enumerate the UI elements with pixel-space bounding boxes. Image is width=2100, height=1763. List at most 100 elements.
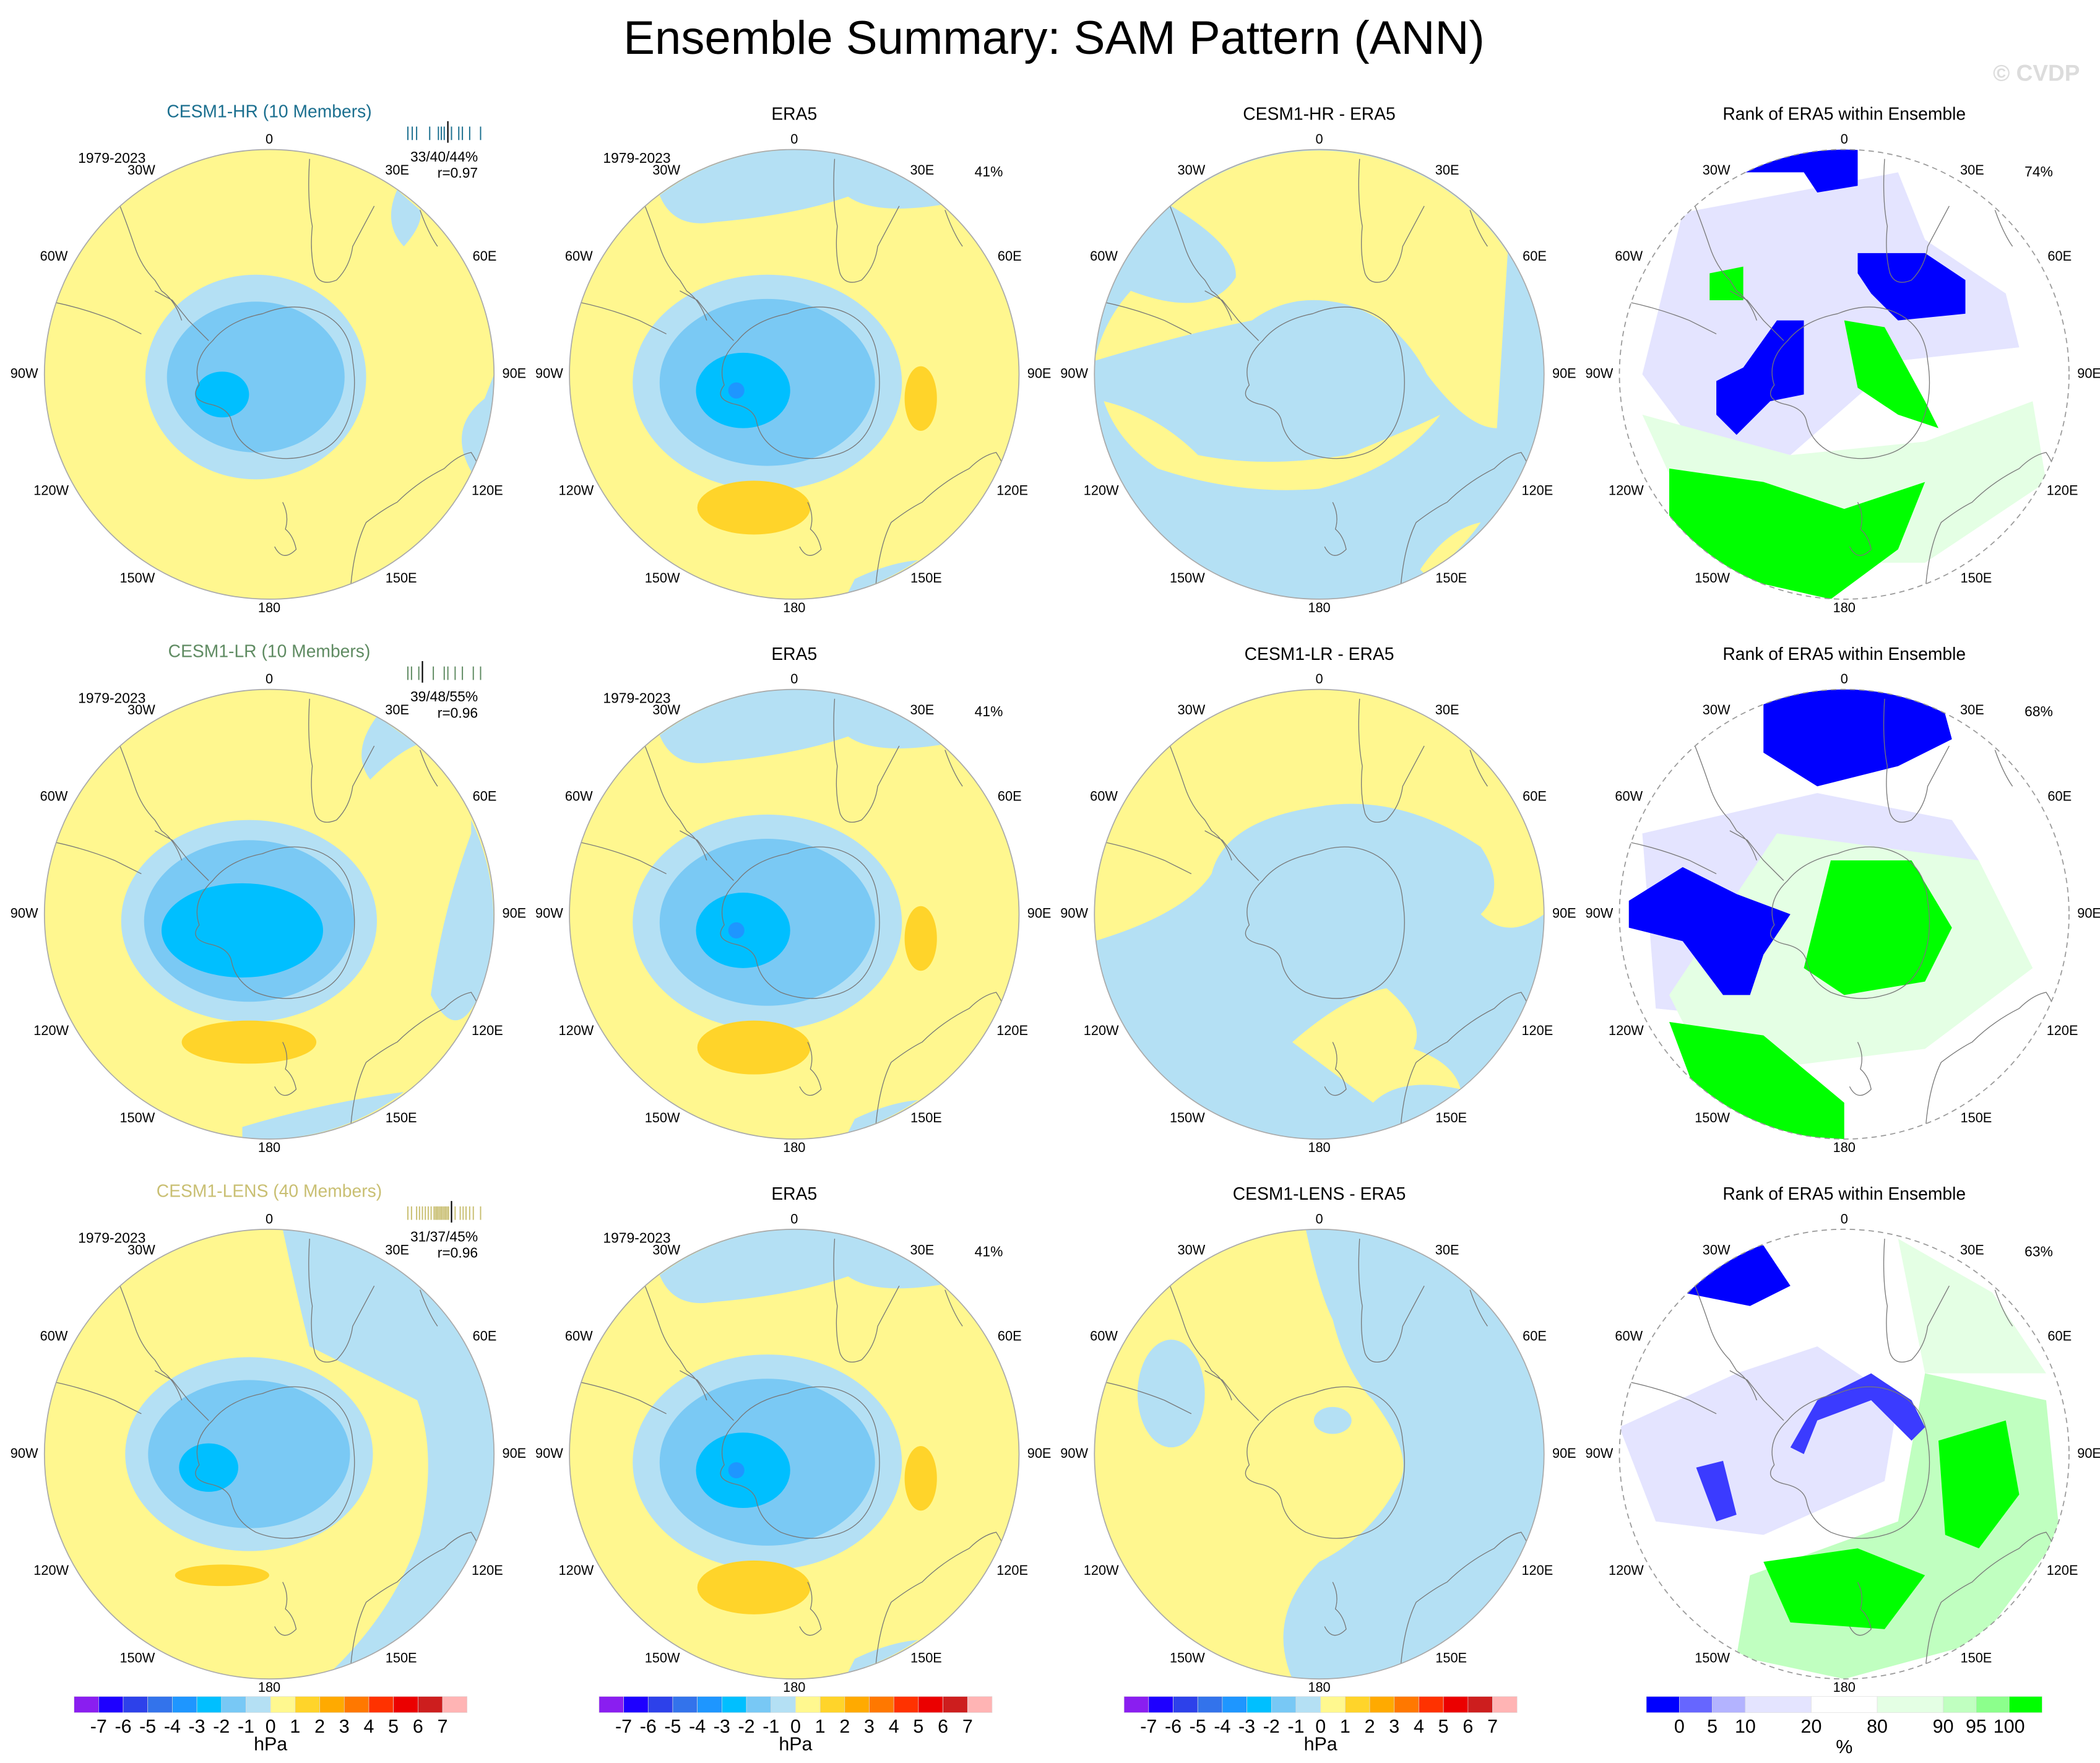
colorbar-box [1492, 1696, 1518, 1713]
longitude-label: 0 [1315, 1211, 1323, 1226]
field [569, 1229, 1019, 1679]
longitude-label: 90W [1586, 906, 1614, 921]
map-panel-rank: 0 30E 60E 90E 120E 150E 180 150W 120W 90W 60W 30W Ra… [1586, 644, 2100, 1155]
longitude-label: 180 [783, 1140, 805, 1155]
colorbar-box [98, 1696, 124, 1713]
longitude-label: 150E [1961, 1650, 1992, 1665]
longitude-label: 60E [1523, 248, 1547, 264]
map-panel-obs: 0 30E 60E 90E 120E 150E 180 150W 120W 90W 60W 30W ER… [535, 104, 1051, 615]
longitude-label: 90E [502, 906, 526, 921]
contour-region [1938, 1420, 2020, 1549]
colorbar-label: 4 [889, 1716, 899, 1737]
colorbar-hpa: -7 -6 -5 -4 -3 -2 -1 0 1 2 3 4 5 6 7 hPa [74, 1696, 468, 1755]
colorbar-label: 0 [1674, 1716, 1685, 1737]
colorbar-box [393, 1696, 418, 1713]
rank-percent: 63% [2024, 1243, 2053, 1259]
longitude-label: 180 [1308, 600, 1330, 615]
longitude-label: 90E [1552, 906, 1576, 921]
map-border [1094, 1228, 1545, 1680]
contour-region [904, 366, 937, 431]
longitude-label: 150W [1170, 1110, 1205, 1125]
contour-region [1790, 1373, 1925, 1455]
longitude-label: 90W [11, 906, 38, 921]
longitude-label: 180 [1833, 1679, 1856, 1695]
contour-region [697, 1560, 811, 1614]
member-ticks [407, 1201, 482, 1223]
contour-region [1844, 320, 1938, 428]
field [1619, 689, 2069, 1140]
colorbar-label: 5 [1438, 1716, 1449, 1737]
longitude-label: 150W [119, 1110, 155, 1125]
longitude-label: 60E [473, 1328, 497, 1344]
colorbar-hpa: -7 -6 -5 -4 -3 -2 -1 0 1 2 3 4 5 6 7 hPa [1123, 1696, 1518, 1755]
colorbar-box [246, 1696, 271, 1713]
longitude-label: 90W [535, 1445, 563, 1461]
longitude-label: 120W [1609, 1562, 1644, 1578]
colorbar-label: 1 [815, 1716, 826, 1737]
contour-region [242, 1091, 404, 1139]
longitude-label: 120E [996, 1562, 1028, 1578]
panel-title: CESM1-LENS (40 Members) [157, 1181, 382, 1201]
panel-title: ERA5 [771, 1184, 817, 1203]
longitude-label: 30W [652, 162, 680, 178]
longitude-label: 150W [645, 1650, 680, 1665]
colorbar-box [722, 1696, 747, 1713]
colorbar-label: -4 [164, 1716, 181, 1737]
panel-title: Rank of ERA5 within Ensemble [1722, 104, 1966, 124]
contour-region [728, 922, 745, 939]
contour-region [391, 189, 421, 247]
field [1094, 149, 1544, 599]
colorbar-label: -5 [1190, 1716, 1206, 1737]
longitude-label: 60E [473, 788, 497, 804]
colorbar-box [74, 1696, 99, 1713]
contour-region [1763, 1548, 1925, 1629]
map-border [569, 1228, 1020, 1680]
contour-region [1313, 1406, 1352, 1434]
field [569, 149, 1019, 599]
longitude-label: 90E [502, 365, 526, 381]
colorbar-label: -6 [1165, 1716, 1182, 1737]
longitude-label: 180 [258, 1679, 280, 1695]
longitude-label: 90E [1027, 1445, 1052, 1461]
colorbar-label: 90 [1933, 1716, 1954, 1737]
longitude-label: 30W [1703, 162, 1731, 178]
longitude-label: 90E [1027, 906, 1052, 921]
colorbar-box [1247, 1696, 1272, 1713]
longitude-label: 90W [1586, 1445, 1614, 1461]
pattern-stats: 39/48/55% [410, 688, 478, 704]
longitude-label: 120W [1084, 1023, 1119, 1038]
longitude-label: 120E [996, 1023, 1028, 1038]
colorbar-box [221, 1696, 246, 1713]
colorbar-box [1197, 1696, 1223, 1713]
longitude-label: 90E [1552, 1445, 1576, 1461]
map-border [43, 149, 495, 600]
longitude-label: 150W [119, 570, 155, 586]
longitude-label: 180 [1308, 1140, 1330, 1155]
longitude-label: 180 [1833, 1140, 1856, 1155]
longitude-label: 150E [910, 1110, 942, 1125]
longitude-label: 150W [1695, 1110, 1730, 1125]
map-border [1618, 688, 2070, 1140]
map-border [1618, 149, 2070, 600]
contour-region [1669, 468, 1925, 599]
map-panel-diff: 0 30E 60E 90E 120E 150E 180 150W 120W 90W 60W 30W CE… [1060, 104, 1576, 615]
colorbar-box [368, 1696, 394, 1713]
longitude-label: 90W [535, 365, 563, 381]
contour-region [728, 1462, 745, 1479]
colorbar-label: 2 [1365, 1716, 1375, 1737]
colorbar-label: 7 [1487, 1716, 1498, 1737]
field [44, 689, 495, 1140]
watermark: © CVDP [1993, 61, 2080, 86]
longitude-label: 150E [386, 570, 417, 586]
colorbar-label: 100 [1994, 1716, 2025, 1737]
longitude-label: 150E [1961, 1110, 1992, 1125]
map-panel-model: 0 30E 60E 90E 120E 150E 180 150W 120W 90W 60W 30W CE… [11, 1181, 526, 1696]
period-label: 1979-2023 [78, 1230, 145, 1246]
contour-region [904, 1445, 937, 1511]
colorbar-box [1320, 1696, 1346, 1713]
longitude-label: 60E [2047, 1328, 2072, 1344]
colorbar-box [771, 1696, 796, 1713]
longitude-label: 0 [790, 671, 798, 687]
longitude-label: 90E [1027, 365, 1052, 381]
colorbar-unit: hPa [1304, 1734, 1337, 1755]
